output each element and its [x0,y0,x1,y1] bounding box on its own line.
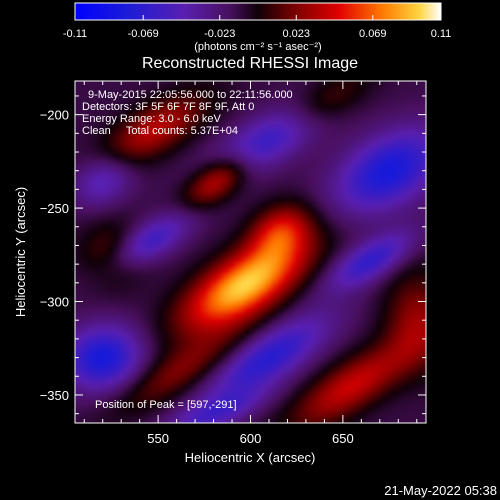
annotation-block: 9-May-2015 22:05:56.000 to 22:11:56.000 … [82,89,293,137]
y-axis: −200 −250 −300 −350 [40,95,426,415]
x-tick-label: 550 [147,431,169,446]
y-tick-label: −300 [40,295,69,310]
x-tick-label: 650 [332,431,354,446]
x-axis-label: Heliocentric X (arcsec) [185,450,316,465]
colorbar-ticks: -0.11 -0.069 -0.023 0.023 0.069 0.11 [63,15,451,40]
colorbar-gradient [74,2,442,21]
colorbar: -0.11 -0.069 -0.023 0.023 0.069 0.11 (photons… [63,2,451,53]
x-tick-label: 600 [240,431,262,446]
colorbar-tick-label: -0.069 [128,28,159,40]
peak-position-label: Position of Peak = [597,-291] [95,399,237,411]
colorbar-tick-label: 0.11 [431,28,452,40]
colorbar-tick-label: -0.11 [63,28,87,40]
annotation-detectors: Detectors: 3F 5F 6F 7F 8F 9F, Att 0 [82,101,254,113]
chart-title: Reconstructed RHESSI Image [142,55,358,72]
colorbar-tick-label: 0.023 [282,28,310,40]
annotation-total-counts: Clean Total counts: 5.37E+04 [82,125,238,137]
y-tick-label: −350 [40,388,69,403]
y-axis-label: Heliocentric Y (arcsec) [13,187,28,317]
heatmap-image [75,81,426,423]
colorbar-tick-label: 0.069 [359,28,387,40]
y-tick-label: −200 [40,108,69,123]
y-tick-label: −250 [40,201,69,216]
annotation-energy-range: Energy Range: 3.0 - 6.0 keV [82,113,221,125]
colorbar-tick-label: -0.023 [204,28,235,40]
x-axis: 550 600 650 [83,81,418,446]
footer-timestamp: 21-May-2022 05:38 [384,483,497,498]
colorbar-units: (photons cm⁻² s⁻¹ asec⁻²) [194,41,321,53]
annotation-time-range: 9-May-2015 22:05:56.000 to 22:11:56.000 [88,89,293,101]
